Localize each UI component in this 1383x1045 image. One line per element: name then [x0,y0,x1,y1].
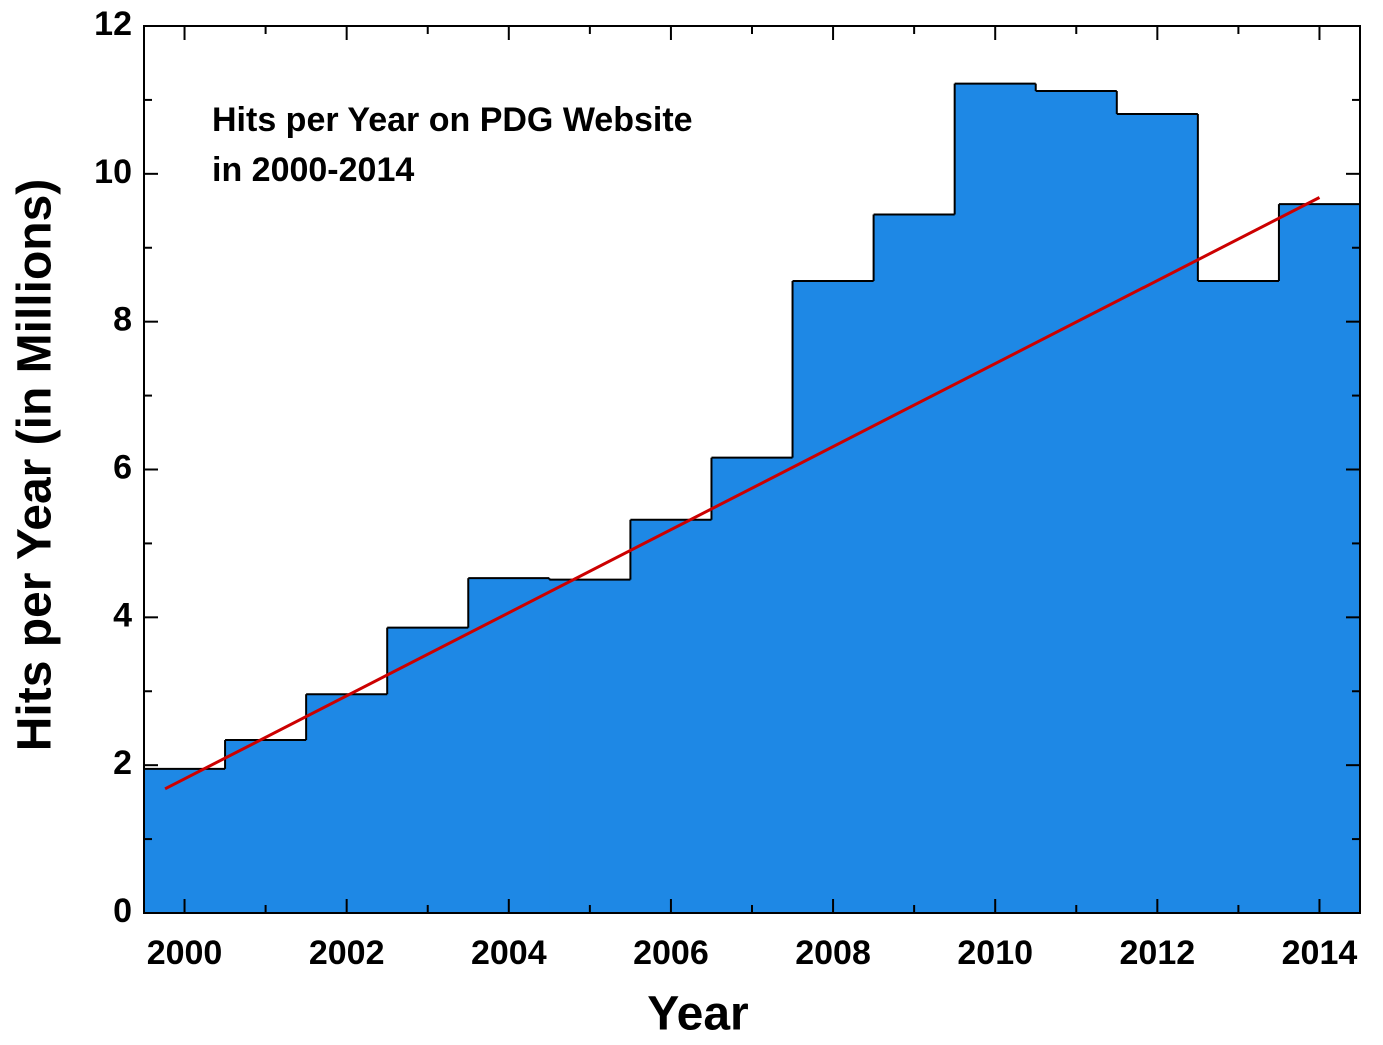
x-axis-label: Year [647,988,748,1041]
y-tick-label: 12 [94,5,132,43]
y-tick-label: 0 [113,892,132,930]
y-tick-label: 4 [113,596,132,634]
bar [630,519,712,913]
x-tick-label: 2014 [1282,934,1358,972]
bar [1197,281,1280,913]
chart-title: in 2000-2014 [212,151,414,189]
bar [144,768,226,913]
y-tick-label: 8 [113,301,132,339]
x-tick-label: 2006 [633,934,709,972]
bar [1116,113,1199,914]
y-tick-label: 6 [113,448,132,486]
bar [225,740,307,913]
bar [549,579,631,913]
x-tick-label: 2010 [957,934,1033,972]
bar [873,214,956,914]
x-tick-label: 2008 [795,934,871,972]
bar [792,281,875,913]
bar [306,694,388,913]
bar [1035,91,1118,913]
x-tick-label: 2004 [471,934,547,972]
y-tick-label: 2 [113,744,132,782]
bar [468,578,550,913]
trend-line [164,196,1321,791]
y-tick-label: 10 [94,153,132,191]
x-tick-label: 2000 [147,934,223,972]
x-tick-label: 2002 [309,934,385,972]
bar [954,83,1037,913]
bar [1278,204,1361,913]
chart-title: Hits per Year on PDG Website [212,101,693,139]
bar [387,627,469,913]
y-axis-label: Hits per Year (in Millions) [9,179,62,752]
x-tick-label: 2012 [1120,934,1196,972]
bar [711,457,794,913]
